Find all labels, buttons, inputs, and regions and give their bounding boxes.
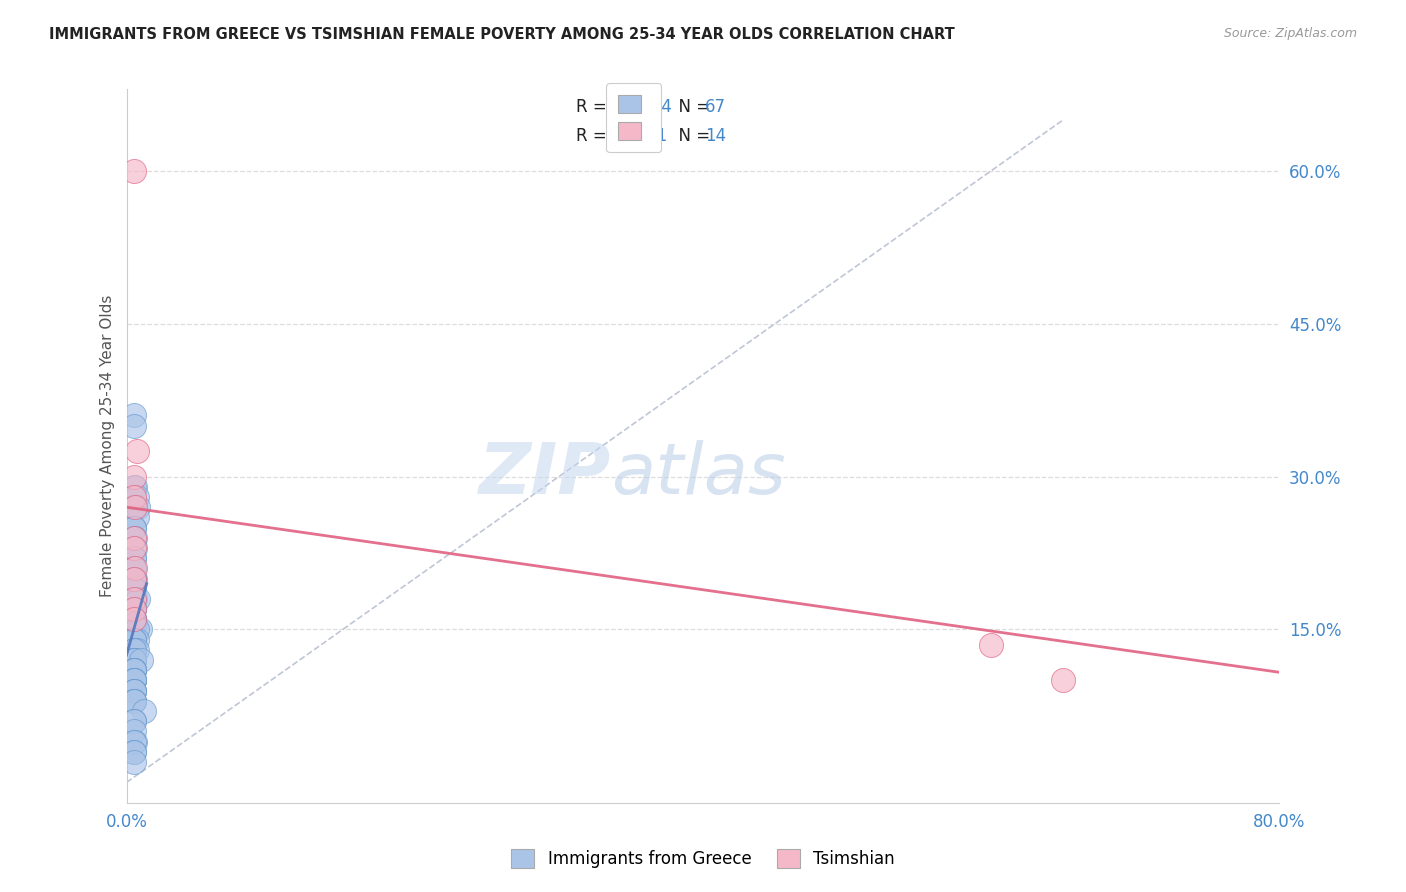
Point xyxy=(124,480,146,494)
Point xyxy=(124,572,146,586)
Point xyxy=(122,541,145,555)
Point xyxy=(122,683,145,698)
Text: N =: N = xyxy=(668,127,716,145)
Point xyxy=(132,704,155,718)
Point xyxy=(125,490,148,504)
Point xyxy=(124,531,146,545)
Point xyxy=(122,602,145,616)
Point xyxy=(122,469,145,483)
Point xyxy=(122,163,145,178)
Point xyxy=(122,643,145,657)
Point xyxy=(122,561,145,575)
Point xyxy=(122,500,145,515)
Point xyxy=(122,755,145,769)
Point xyxy=(125,643,148,657)
Point xyxy=(122,653,145,667)
Point xyxy=(122,714,145,729)
Point xyxy=(122,572,145,586)
Point xyxy=(129,653,152,667)
Point xyxy=(122,643,145,657)
Point xyxy=(122,602,145,616)
Text: -0.401: -0.401 xyxy=(614,127,668,145)
Point xyxy=(980,638,1002,652)
Legend: Immigrants from Greece, Tsimshian: Immigrants from Greece, Tsimshian xyxy=(505,843,901,875)
Point xyxy=(122,572,145,586)
Text: N =: N = xyxy=(668,98,716,116)
Point xyxy=(122,582,145,596)
Text: 14: 14 xyxy=(706,127,727,145)
Point xyxy=(122,480,145,494)
Point xyxy=(122,673,145,688)
Point xyxy=(122,551,145,566)
Point xyxy=(127,500,149,515)
Point xyxy=(122,694,145,708)
Point xyxy=(122,745,145,759)
Point xyxy=(124,591,146,606)
Text: 0.184: 0.184 xyxy=(614,98,672,116)
Point xyxy=(122,653,145,667)
Text: 67: 67 xyxy=(706,98,727,116)
Point xyxy=(122,612,145,626)
Point xyxy=(122,745,145,759)
Point xyxy=(122,683,145,698)
Point xyxy=(125,632,148,647)
Point xyxy=(122,663,145,677)
Point xyxy=(122,602,145,616)
Point xyxy=(122,663,145,677)
Point xyxy=(122,551,145,566)
Y-axis label: Female Poverty Among 25-34 Year Olds: Female Poverty Among 25-34 Year Olds xyxy=(100,295,115,597)
Point xyxy=(122,500,145,515)
Point xyxy=(122,663,145,677)
Point xyxy=(122,612,145,626)
Point xyxy=(124,561,146,575)
Point xyxy=(122,490,145,504)
Text: R =: R = xyxy=(576,98,612,116)
Point xyxy=(127,591,149,606)
Point xyxy=(122,561,145,575)
Point xyxy=(125,510,148,524)
Point xyxy=(122,734,145,748)
Point xyxy=(122,653,145,667)
Point xyxy=(122,694,145,708)
Point xyxy=(125,444,148,458)
Point xyxy=(122,617,145,632)
Point xyxy=(122,520,145,534)
Point xyxy=(122,572,145,586)
Point xyxy=(128,623,150,637)
Text: Source: ZipAtlas.com: Source: ZipAtlas.com xyxy=(1223,27,1357,40)
Point xyxy=(122,632,145,647)
Point xyxy=(122,591,145,606)
Point xyxy=(122,663,145,677)
Point xyxy=(122,531,145,545)
Point xyxy=(122,673,145,688)
Text: ZIP: ZIP xyxy=(478,440,610,509)
Point xyxy=(122,520,145,534)
Point xyxy=(124,617,146,632)
Point xyxy=(122,673,145,688)
Point xyxy=(122,724,145,739)
Point xyxy=(122,612,145,626)
Point xyxy=(122,694,145,708)
Point xyxy=(122,673,145,688)
Legend: , : , xyxy=(606,83,661,153)
Point xyxy=(125,623,148,637)
Point xyxy=(122,418,145,433)
Point xyxy=(124,541,146,555)
Point xyxy=(122,632,145,647)
Text: R =: R = xyxy=(576,127,612,145)
Point xyxy=(122,714,145,729)
Text: atlas: atlas xyxy=(610,440,786,509)
Text: IMMIGRANTS FROM GREECE VS TSIMSHIAN FEMALE POVERTY AMONG 25-34 YEAR OLDS CORRELA: IMMIGRANTS FROM GREECE VS TSIMSHIAN FEMA… xyxy=(49,27,955,42)
Point xyxy=(1052,673,1074,688)
Point xyxy=(122,612,145,626)
Point xyxy=(122,409,145,423)
Point xyxy=(122,653,145,667)
Point xyxy=(122,683,145,698)
Point xyxy=(124,500,146,515)
Point xyxy=(124,734,146,748)
Point xyxy=(122,643,145,657)
